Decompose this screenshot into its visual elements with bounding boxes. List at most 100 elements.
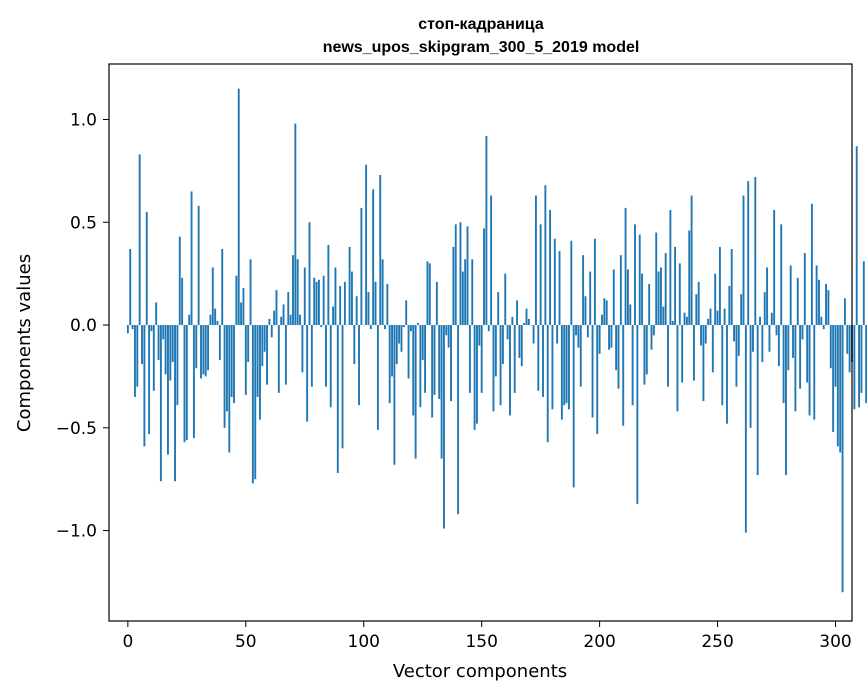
bar-205 — [610, 325, 613, 348]
bar-110 — [386, 283, 389, 326]
bar-273 — [770, 312, 773, 326]
bar-series — [126, 88, 867, 593]
bar-92 — [343, 281, 346, 326]
bar-230 — [669, 209, 672, 326]
bar-125 — [421, 325, 424, 360]
bar-26 — [188, 314, 191, 326]
bar-256 — [730, 248, 733, 326]
bar-44 — [230, 325, 233, 397]
bar-149 — [478, 325, 481, 346]
bar-200 — [598, 325, 601, 354]
bar-312 — [862, 261, 865, 326]
bar-227 — [662, 306, 665, 326]
bar-55 — [256, 325, 259, 397]
bar-104 — [372, 189, 375, 326]
bar-281 — [789, 265, 792, 326]
bar-123 — [417, 322, 419, 326]
bar-119 — [407, 325, 410, 379]
y-tick-label: 0.5 — [70, 213, 97, 233]
bar-71 — [294, 123, 297, 326]
bar-270 — [763, 292, 766, 326]
bar-154 — [490, 195, 493, 326]
bar-306 — [848, 325, 851, 373]
bar-77 — [308, 222, 311, 326]
bar-10 — [150, 325, 153, 332]
bar-255 — [728, 285, 731, 326]
bar-145 — [468, 325, 471, 393]
bar-11 — [152, 325, 155, 391]
bar-90 — [339, 285, 342, 326]
bar-64 — [277, 325, 280, 393]
bar-75 — [303, 267, 306, 326]
bar-268 — [759, 316, 761, 326]
bar-139 — [454, 224, 457, 326]
bar-36 — [211, 267, 214, 326]
bar-108 — [381, 259, 384, 326]
bar-304 — [843, 298, 846, 326]
bar-35 — [209, 314, 212, 326]
bar-103 — [369, 325, 372, 330]
bar-272 — [768, 325, 771, 352]
bar-241 — [695, 294, 698, 326]
plot-frame — [108, 63, 853, 622]
bar-201 — [601, 314, 603, 326]
bar-81 — [317, 279, 320, 326]
bar-189 — [572, 325, 575, 488]
bar-131 — [435, 281, 438, 326]
bar-178 — [546, 325, 549, 443]
bar-180 — [551, 325, 554, 410]
bar-308 — [853, 325, 856, 410]
bar-84 — [325, 325, 327, 387]
bar-263 — [747, 181, 750, 326]
bar-27 — [190, 191, 193, 326]
bar-175 — [539, 224, 542, 326]
x-tick-label: 200 — [583, 632, 615, 652]
bar-40 — [221, 248, 224, 326]
x-tick-label: 0 — [122, 632, 133, 652]
bar-9 — [148, 325, 151, 434]
bar-31 — [200, 325, 202, 379]
bar-127 — [426, 261, 429, 326]
bar-211 — [624, 207, 627, 326]
bar-271 — [766, 267, 769, 326]
bar-165 — [516, 300, 519, 326]
bar-79 — [313, 277, 316, 326]
bar-254 — [726, 325, 728, 424]
bar-293 — [818, 279, 820, 326]
bar-12 — [155, 302, 158, 326]
bar-225 — [657, 271, 660, 326]
axis-ticks: 0 50 100 150 200 250 300 −1.0 −0.5 0.0 0.5 1.0 — [56, 110, 852, 652]
bar-199 — [596, 325, 599, 434]
bar-301 — [836, 325, 839, 447]
bar-276 — [777, 325, 780, 367]
bar-282 — [792, 325, 794, 358]
bar-91 — [341, 325, 344, 449]
bar-233 — [676, 325, 679, 412]
bar-51 — [247, 325, 250, 363]
bar-288 — [806, 325, 809, 383]
bar-83 — [322, 275, 325, 326]
bar-198 — [593, 238, 596, 326]
bar-13 — [157, 325, 160, 360]
bar-138 — [452, 246, 455, 326]
bar-86 — [329, 325, 332, 408]
bar-146 — [471, 259, 474, 326]
bar-300 — [834, 325, 837, 387]
bar-3 — [134, 325, 136, 397]
bar-61 — [270, 325, 273, 338]
bar-184 — [560, 325, 563, 420]
bar-68 — [287, 292, 290, 326]
bar-220 — [645, 325, 648, 375]
bar-73 — [299, 314, 301, 326]
bar-290 — [810, 203, 813, 326]
bar-192 — [579, 325, 582, 387]
bar-128 — [428, 263, 431, 326]
bar-122 — [414, 325, 417, 459]
bar-223 — [652, 325, 655, 336]
bar-259 — [737, 325, 740, 356]
bar-226 — [660, 267, 662, 326]
bar-176 — [542, 325, 544, 397]
bar-18 — [169, 325, 172, 381]
bar-133 — [440, 325, 443, 459]
bar-240 — [693, 325, 695, 381]
